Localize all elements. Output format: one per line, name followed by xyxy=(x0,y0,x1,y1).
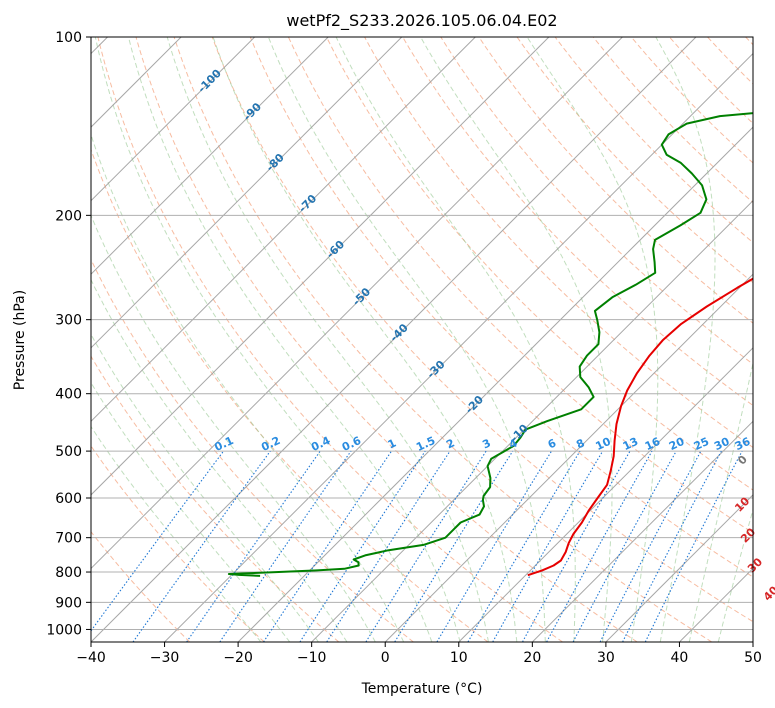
dry-adiabat-line xyxy=(135,37,638,642)
mixing-ratio-line xyxy=(546,450,653,642)
isotherm-line xyxy=(91,37,403,349)
mixing-ratio-label: 30 xyxy=(712,435,732,453)
mixing-ratio-line xyxy=(522,450,631,642)
moist-adiabat-line xyxy=(420,37,613,642)
mixing-ratio-line xyxy=(492,450,604,642)
x-tick-label: −10 xyxy=(297,650,327,666)
dry-adiabat-line xyxy=(91,355,340,642)
moist-adiabat-line xyxy=(717,507,753,642)
mixing-ratio-line xyxy=(186,450,321,642)
x-tick-label: −30 xyxy=(150,650,180,666)
y-tick-label: 400 xyxy=(55,387,82,403)
isotherm-line xyxy=(91,37,550,496)
moist-adiabat-line xyxy=(267,37,546,642)
y-axis-label: Pressure (hPa) xyxy=(12,290,28,390)
y-tick-label: 600 xyxy=(55,491,82,507)
x-tick-label: 30 xyxy=(597,650,615,666)
mixing-ratio-line xyxy=(299,450,426,642)
mixing-ratio-line xyxy=(365,450,487,642)
y-tick-label: 1000 xyxy=(46,622,82,638)
axis-ticks: −40 −30 −20 −10 0 10 20 30 40 50 100 200 300 400 500 60… xyxy=(46,30,762,666)
dry-adiabat-line xyxy=(592,37,753,204)
dry-adiabat-line xyxy=(97,37,563,642)
mixing-ratio-line xyxy=(132,450,271,642)
mixing-ratio-line xyxy=(572,450,677,642)
moist-adiabat-line xyxy=(166,37,489,642)
dry-adiabat-line xyxy=(211,37,753,623)
grid-layer xyxy=(91,37,753,642)
mixing-ratio-label: 36 xyxy=(733,435,753,453)
chart-title: wetPf2_S233.2026.105.06.04.E02 xyxy=(286,11,557,31)
moist-adiabat-line xyxy=(526,37,659,642)
y-tick-label: 700 xyxy=(55,531,82,547)
mixing-ratio-label: 10 xyxy=(593,435,613,453)
moist-adiabat-line xyxy=(91,425,262,642)
y-tick-label: 300 xyxy=(55,313,82,329)
moist-adiabat-line xyxy=(688,360,753,642)
isotherm-line xyxy=(164,52,753,642)
dry-adiabat-line xyxy=(402,37,753,407)
mixing-ratio-line xyxy=(91,450,224,632)
dry-adiabat-line xyxy=(91,258,414,642)
dry-adiabat-line xyxy=(91,148,489,642)
mixing-ratio-line xyxy=(622,450,722,642)
y-tick-label: 200 xyxy=(55,208,82,224)
moist-adiabat-line xyxy=(94,37,433,642)
mixing-ratio-line xyxy=(599,450,702,642)
series-layer xyxy=(227,112,753,577)
isotherm-line xyxy=(91,37,623,570)
moist-adiabat-line xyxy=(91,214,376,642)
mixing-ratio-label: 25 xyxy=(692,435,711,453)
x-tick-label: 0 xyxy=(381,650,390,666)
x-axis-label: Temperature (°C) xyxy=(361,681,483,697)
dry-adiabat-line xyxy=(249,37,753,578)
isotherm-line xyxy=(91,37,697,642)
x-tick-label: 50 xyxy=(744,650,762,666)
moist-adiabat-line xyxy=(655,37,716,642)
dewpoint-profile-line xyxy=(227,112,753,577)
moist-adiabat-line xyxy=(212,37,518,642)
y-tick-label: 500 xyxy=(55,444,82,460)
moist-adiabat-line xyxy=(128,37,461,642)
dry-adiabat-line xyxy=(326,37,753,491)
isotherm-line xyxy=(458,347,753,642)
mixing-ratio-line xyxy=(219,450,352,642)
moist-adiabat-line xyxy=(91,333,319,642)
isotherm-line xyxy=(531,420,753,642)
dry-adiabat-line xyxy=(287,37,753,534)
x-tick-label: 40 xyxy=(671,650,689,666)
isotherm-line xyxy=(311,199,753,642)
x-tick-label: −40 xyxy=(76,650,106,666)
dry-adiabat-line xyxy=(478,37,753,324)
x-tick-label: −20 xyxy=(223,650,253,666)
plot-frame xyxy=(90,36,754,643)
x-tick-label: 20 xyxy=(523,650,541,666)
mixing-ratio-line xyxy=(326,450,451,642)
isotherm-line xyxy=(91,37,476,423)
dry-adiabat-line xyxy=(516,37,753,284)
mixing-ratio-label: 13 xyxy=(621,435,640,453)
moist-adiabat-line xyxy=(91,278,348,642)
mixing-ratio-label: 16 xyxy=(643,435,663,453)
x-tick-label: 10 xyxy=(450,650,468,666)
temperature-profile-line xyxy=(527,277,753,577)
mixing-ratio-line xyxy=(644,450,743,642)
mixing-ratio-label: 20 xyxy=(667,435,687,453)
isotherm-line xyxy=(384,273,753,642)
isotherm-line xyxy=(237,126,753,642)
isotherm-line xyxy=(605,494,753,642)
dry-adiabat-line xyxy=(440,37,753,365)
moist-adiabat-line xyxy=(91,133,405,642)
isotherm-line xyxy=(91,37,256,202)
isotherm-line xyxy=(91,37,329,275)
mixing-ratio-line xyxy=(394,450,514,642)
moist-adiabat-line xyxy=(335,37,576,642)
y-tick-label: 100 xyxy=(55,30,82,46)
y-tick-label: 800 xyxy=(55,565,82,581)
dry-adiabat-line xyxy=(173,37,713,642)
dry-adiabat-line xyxy=(91,531,191,642)
y-tick-label: 900 xyxy=(55,595,82,611)
